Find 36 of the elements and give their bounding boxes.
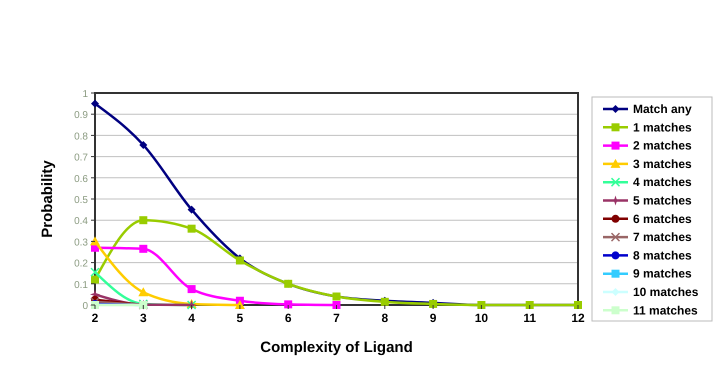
legend-label: 4 matches [633, 175, 692, 190]
y-tick-label: 0.9 [74, 110, 88, 122]
legend-label: 2 matches [633, 138, 692, 153]
y-tick-label: 0.1 [74, 280, 88, 291]
legend-label: 3 matches [633, 156, 692, 171]
x-tick-label: 11 [523, 311, 536, 325]
legend-label: Match any [633, 102, 692, 116]
x-tick-label: 5 [236, 311, 244, 325]
y-tick-label: 0.5 [74, 195, 88, 206]
x-tick-label: 10 [474, 311, 488, 325]
legend-label: 1 matches [633, 120, 692, 134]
y-tick-label: 0.7 [74, 152, 88, 164]
y-tick-label: 0.2 [74, 258, 88, 270]
y-tick-label: 0 [82, 301, 88, 312]
y-tick-label: 1 [82, 89, 88, 100]
legend-label: 11 matches [633, 303, 698, 318]
x-tick-label: 3 [140, 311, 147, 325]
y-tick-label: 0.3 [74, 237, 88, 248]
legend-label: 9 matches [633, 266, 692, 281]
x-tick-label: 4 [188, 311, 196, 325]
legend-label: 6 matches [633, 212, 692, 226]
legend-label: 8 matches [633, 248, 692, 262]
y-tick-label: 0.8 [74, 131, 88, 142]
legend-label: 7 matches [633, 230, 692, 244]
x-tick-label: 12 [571, 311, 585, 325]
x-tick-label: 9 [430, 311, 437, 325]
x-tick-label: 8 [381, 311, 388, 325]
legend-label: 5 matches [633, 194, 692, 208]
x-tick-label: 2 [92, 311, 99, 325]
x-tick-label: 7 [333, 311, 340, 325]
legend-label: 10 matches [633, 285, 699, 299]
x-axis-title: Complexity of Ligand [260, 339, 413, 356]
y-tick-label: 0.4 [74, 216, 88, 228]
y-axis-title: Probability [39, 160, 56, 238]
x-tick-label: 6 [284, 311, 292, 325]
y-tick-label: 0.6 [74, 174, 88, 185]
